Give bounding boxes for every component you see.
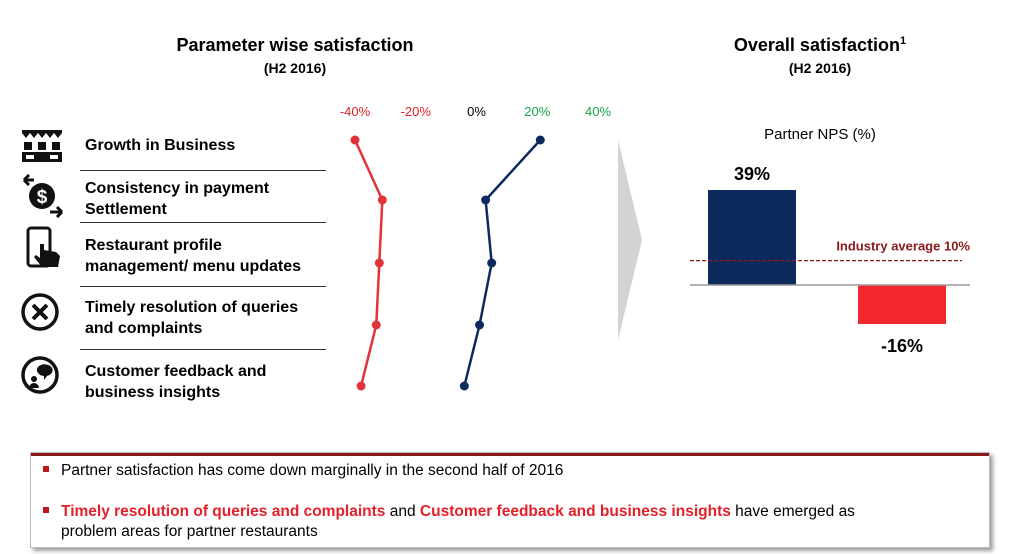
label-line: Consistency in payment	[85, 180, 270, 197]
x-tick-label: -20%	[401, 104, 432, 119]
x-tick-label: -40%	[340, 104, 371, 119]
bullet-square	[43, 465, 49, 472]
summary-top-border	[31, 453, 989, 456]
highlight-text: Timely resolution of queries and complai…	[61, 503, 386, 520]
nps-bar-chart: 39% -16% Industry average 10%	[690, 164, 970, 356]
x-tick-label: 20%	[524, 104, 550, 119]
bar	[858, 285, 946, 324]
series-1-point	[377, 195, 387, 205]
row-divider	[80, 170, 326, 171]
series-1-point	[371, 320, 381, 330]
series-1-point	[356, 381, 366, 391]
bar-value-label: -16%	[881, 336, 923, 356]
svg-text:$: $	[37, 187, 48, 208]
label-line: and complaints	[85, 320, 203, 337]
series-2-point	[487, 258, 497, 268]
series-1-point	[374, 258, 384, 268]
param-label-growth: Growth in Business	[85, 135, 330, 156]
bullet-square	[43, 506, 49, 513]
row-divider	[80, 286, 326, 287]
bullet-text: Partner satisfaction has come down margi…	[61, 462, 564, 479]
storefront-icon	[20, 126, 64, 170]
summary-box: Partner satisfaction has come down margi…	[30, 452, 990, 548]
bullet-text: have emerged as	[730, 503, 855, 520]
summary-bullet-2: Timely resolution of queries and complai…	[43, 502, 973, 542]
series-2-point	[459, 381, 469, 391]
label-line: Growth in Business	[85, 137, 236, 154]
phone-touch-icon	[22, 226, 66, 270]
series-line-2	[463, 139, 542, 387]
right-title-text: Overall satisfaction	[733, 35, 900, 55]
bar	[708, 190, 796, 285]
close-circle-icon	[20, 290, 64, 334]
row-divider	[80, 222, 326, 223]
payment-exchange-icon: $	[20, 173, 64, 219]
highlight-text: Customer feedback and business insights	[419, 503, 731, 520]
param-label-feedback: Customer feedback and business insights	[85, 361, 330, 403]
bar-value-label: 39%	[734, 164, 770, 184]
series-2-point	[535, 135, 545, 145]
chevron-arrow-shape	[618, 140, 642, 340]
industry-average-label: Industry average 10%	[836, 239, 970, 254]
param-label-profile: Restaurant profile management/ menu upda…	[85, 235, 330, 277]
label-line: management/ menu updates	[85, 258, 302, 275]
param-label-resolution: Timely resolution of queries and complai…	[85, 297, 330, 339]
nps-chart-title: Partner NPS (%)	[764, 126, 876, 143]
param-label-payment: Consistency in payment Settlement	[85, 178, 330, 220]
label-line: Restaurant profile	[85, 237, 222, 254]
label-line: Customer feedback and	[85, 363, 267, 380]
bullet-line: problem areas for partner restaurants	[61, 523, 318, 540]
label-line: business insights	[85, 384, 221, 401]
bullet-line: Timely resolution of queries and complai…	[43, 502, 973, 522]
row-divider	[80, 349, 326, 350]
x-tick-label: 40%	[585, 104, 611, 119]
left-title: Parameter wise satisfaction	[176, 35, 414, 55]
label-line: Timely resolution of queries	[85, 299, 299, 316]
series-1-point	[350, 135, 360, 145]
right-title: Overall satisfaction1	[700, 35, 940, 56]
parameter-line-chart: -40% -20% 0% 20% 40%	[340, 104, 611, 391]
series-2-point	[475, 320, 485, 330]
footnote-marker: 1	[899, 35, 907, 47]
series-2-point	[481, 195, 491, 205]
bullet-text: and	[385, 503, 420, 520]
summary-bullet-1: Partner satisfaction has come down margi…	[43, 461, 563, 481]
left-subtitle: (H2 2016)	[263, 60, 327, 76]
chat-bubble-icon	[20, 354, 64, 398]
right-subtitle: (H2 2016)	[788, 60, 852, 76]
x-tick-label: 0%	[467, 104, 486, 119]
label-line: Settlement	[85, 201, 167, 218]
